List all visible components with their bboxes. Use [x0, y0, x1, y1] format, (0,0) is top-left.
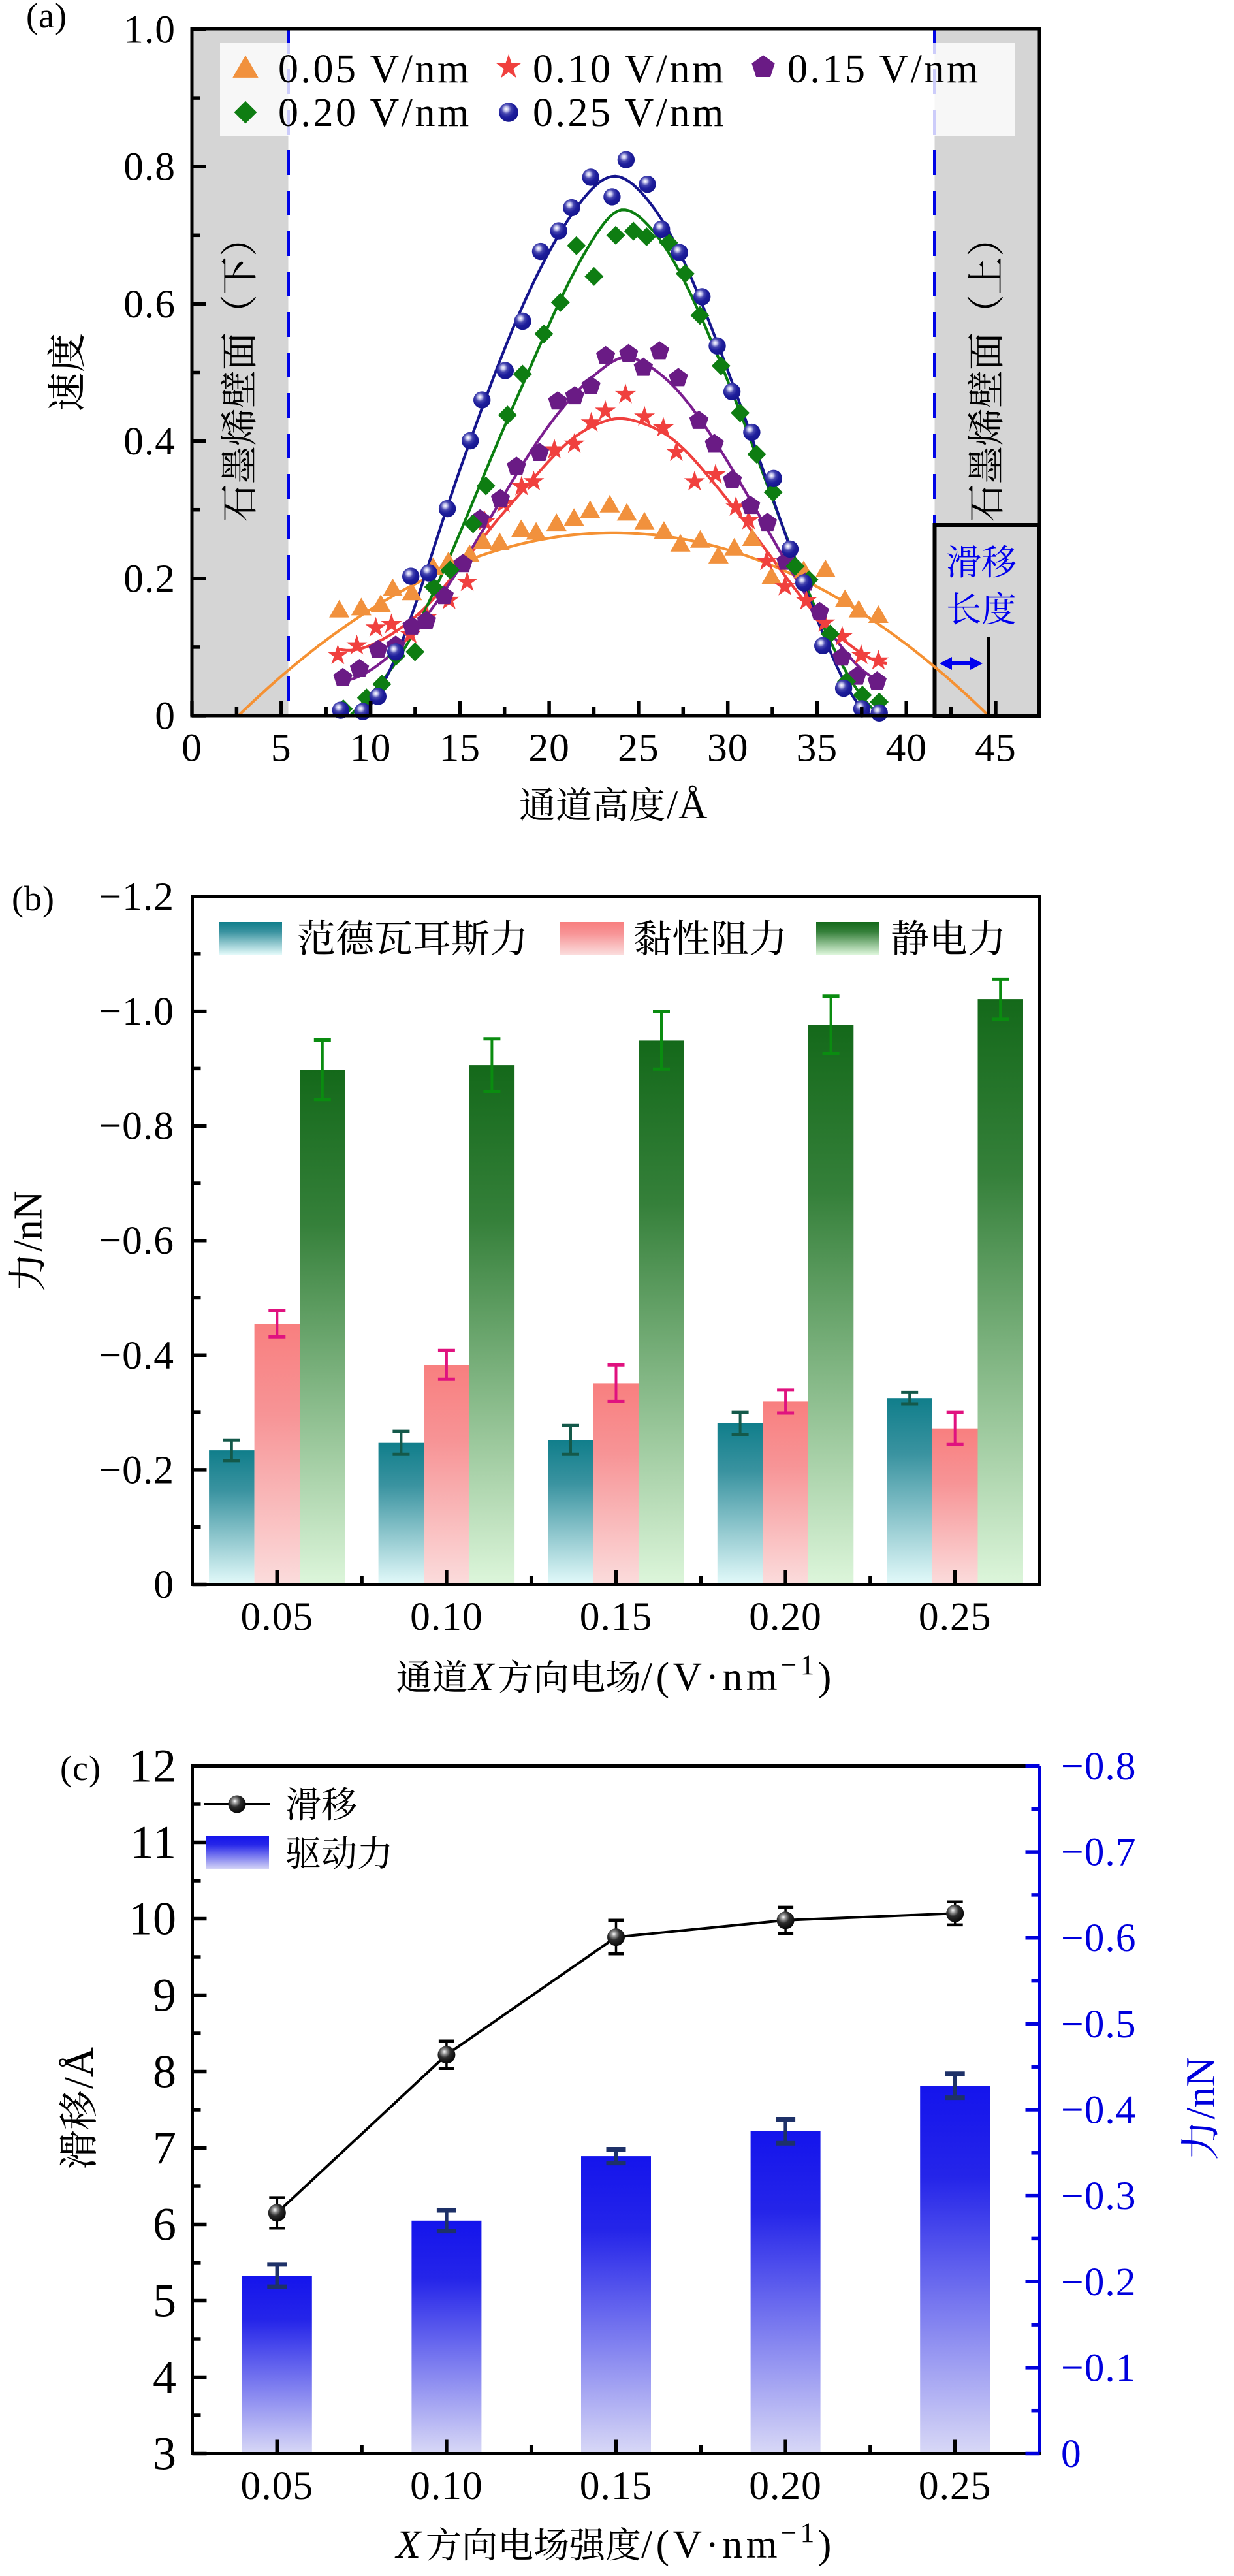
svg-text:10: 10: [350, 726, 392, 771]
svg-text:45: 45: [975, 726, 1017, 771]
svg-text:−0.1: −0.1: [1061, 2345, 1137, 2390]
svg-text:/Å: /Å: [55, 2047, 102, 2089]
svg-text:0.10: 0.10: [410, 2464, 483, 2508]
svg-text:0.20: 0.20: [749, 2464, 822, 2508]
svg-text:0.15V/nm: 0.15 V/nm: [787, 47, 981, 91]
svg-text:0.20V/nm: 0.20 V/nm: [278, 91, 471, 135]
svg-text:20: 20: [528, 726, 570, 771]
svg-text:35: 35: [797, 726, 838, 771]
svg-text:0.25: 0.25: [919, 2464, 992, 2508]
svg-text:0.2: 0.2: [123, 556, 176, 601]
svg-text:15: 15: [439, 726, 481, 771]
svg-text:−0.4: −0.4: [99, 1333, 174, 1378]
svg-text:4: 4: [153, 2351, 177, 2404]
svg-text:6: 6: [153, 2199, 177, 2251]
svg-text:X: X: [467, 1655, 496, 1699]
svg-text:(c): (c): [60, 1749, 101, 1788]
svg-text:−0.5: −0.5: [1061, 2002, 1137, 2046]
svg-text:0.15: 0.15: [580, 1595, 653, 1639]
svg-text:0.05: 0.05: [240, 1595, 313, 1639]
svg-text:−0.8: −0.8: [99, 1104, 174, 1149]
svg-text:/nN: /nN: [1177, 2057, 1224, 2120]
svg-text:12: 12: [129, 1740, 177, 1792]
svg-text:0.8: 0.8: [123, 145, 176, 189]
svg-text:0.6: 0.6: [123, 282, 176, 326]
svg-text:0.05: 0.05: [240, 2464, 313, 2508]
svg-text:25: 25: [618, 726, 659, 771]
svg-text:−0.6: −0.6: [1061, 1916, 1137, 1960]
svg-text:0.10: 0.10: [410, 1595, 483, 1639]
svg-text:0: 0: [155, 694, 176, 739]
svg-text:0.4: 0.4: [123, 419, 176, 464]
svg-text:(b): (b): [12, 879, 55, 918]
svg-text:0: 0: [153, 1563, 174, 1607]
svg-text:−0.7: −0.7: [1061, 1830, 1137, 1875]
svg-text:7: 7: [153, 2122, 177, 2174]
svg-text:−0.6: −0.6: [99, 1218, 174, 1263]
svg-text:3: 3: [153, 2428, 177, 2480]
svg-text:/nN: /nN: [7, 1191, 51, 1252]
svg-text:0.05V/nm: 0.05 V/nm: [278, 47, 471, 91]
svg-text:−0.3: −0.3: [1061, 2174, 1137, 2218]
svg-text:5: 5: [153, 2275, 177, 2327]
svg-text:40: 40: [885, 726, 927, 771]
svg-text:9: 9: [153, 1969, 177, 2022]
svg-text:0.25V/nm: 0.25 V/nm: [533, 91, 726, 135]
svg-text:0.15: 0.15: [580, 2464, 653, 2508]
svg-text:11: 11: [131, 1817, 177, 1869]
svg-text:−0.2: −0.2: [1061, 2260, 1137, 2304]
svg-text:8: 8: [153, 2046, 177, 2098]
svg-text:X: X: [394, 2522, 422, 2567]
svg-text:0: 0: [182, 726, 202, 771]
svg-text:/Å: /Å: [667, 783, 708, 827]
svg-text:0.10V/nm: 0.10 V/nm: [533, 47, 726, 91]
svg-text:5: 5: [271, 726, 292, 771]
svg-text:1.0: 1.0: [123, 8, 176, 52]
svg-text:−0.2: −0.2: [99, 1448, 174, 1492]
svg-text:(a): (a): [26, 0, 67, 35]
svg-text:−0.8: −0.8: [1061, 1744, 1137, 1789]
svg-text:0: 0: [1061, 2432, 1082, 2476]
svg-text:0.20: 0.20: [749, 1595, 822, 1639]
svg-text:−0.4: −0.4: [1061, 2088, 1137, 2133]
svg-text:10: 10: [129, 1893, 177, 1945]
svg-text:−1.0: −1.0: [99, 989, 174, 1034]
svg-text:−1.2: −1.2: [99, 875, 174, 919]
svg-text:30: 30: [707, 726, 749, 771]
svg-text:0.25: 0.25: [919, 1595, 992, 1639]
